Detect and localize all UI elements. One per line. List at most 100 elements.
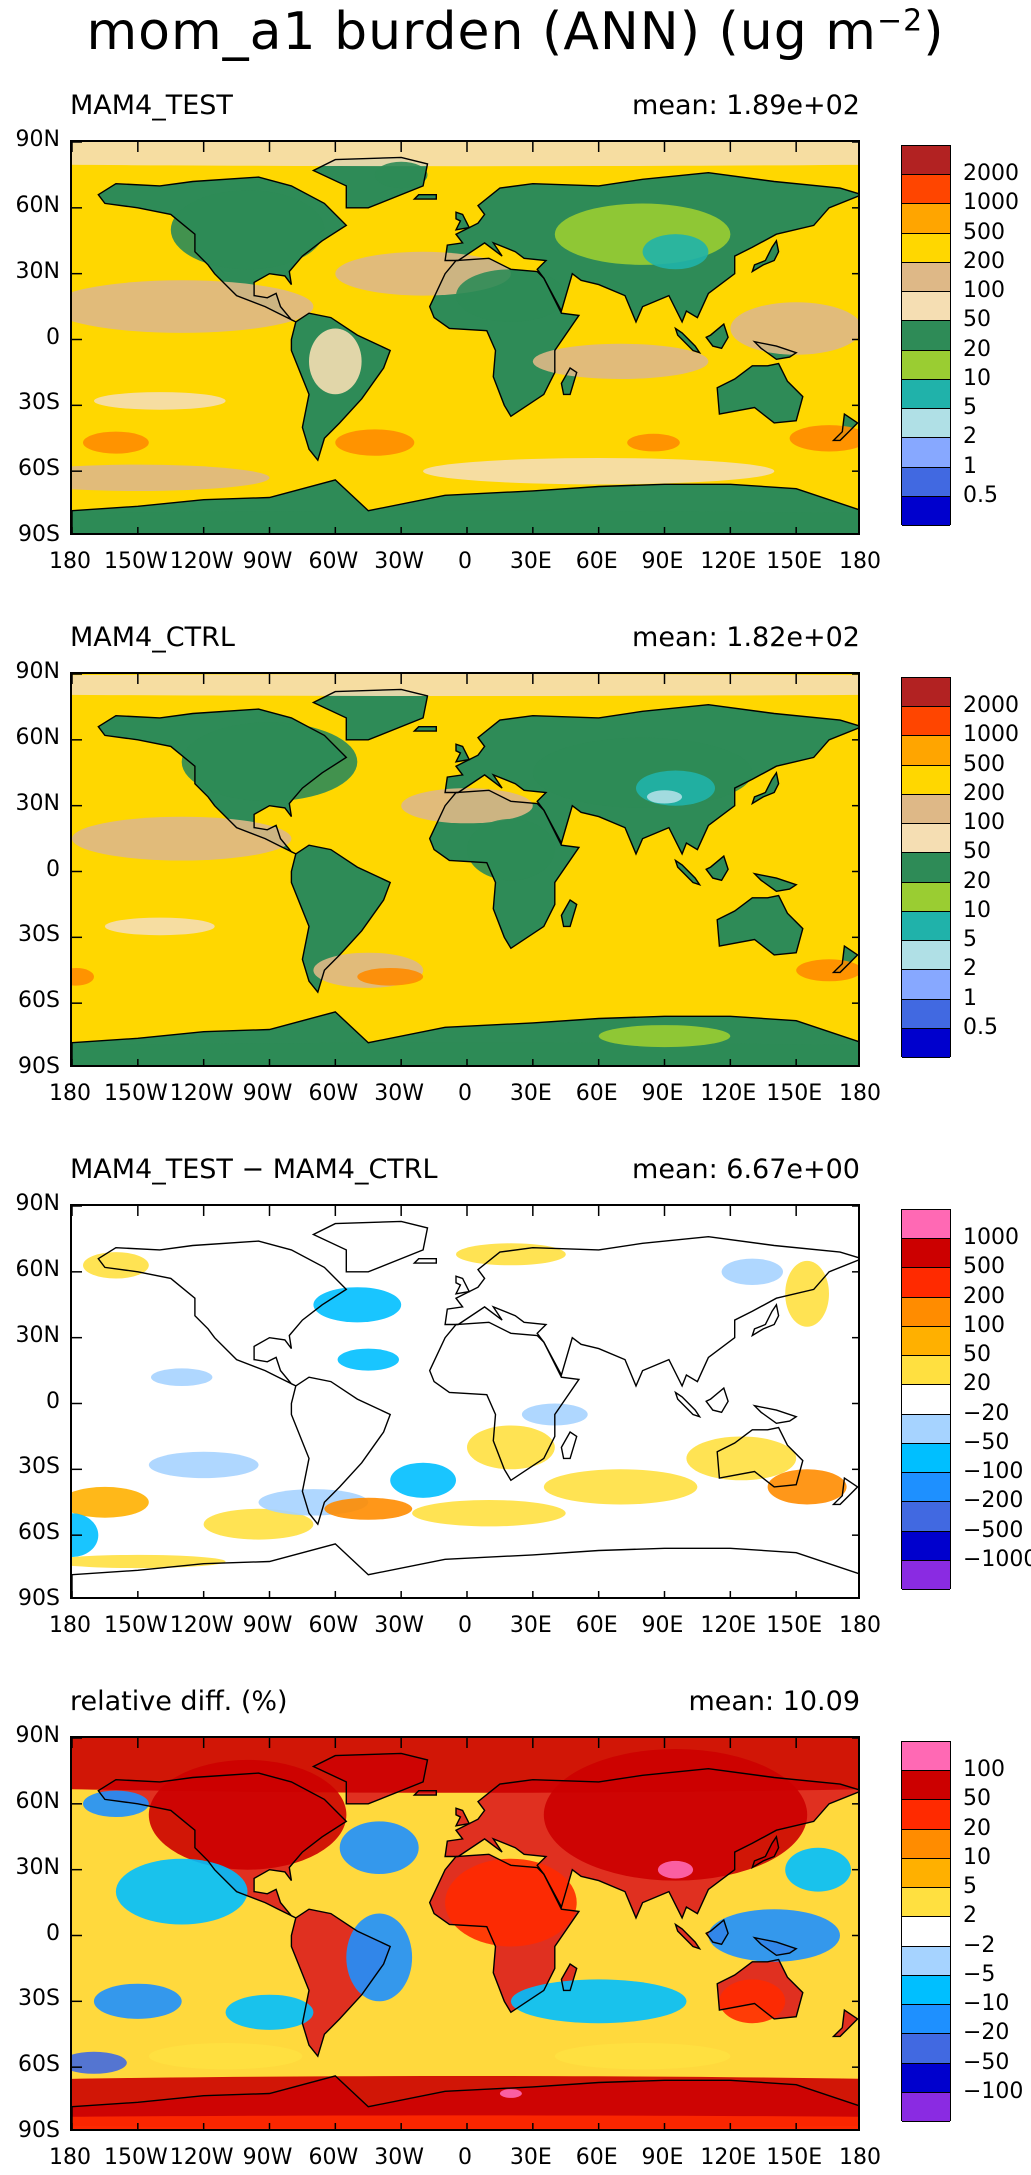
contour-region <box>554 2043 731 2070</box>
colorbar-label: −10 <box>963 1991 1010 2017</box>
lon-label: 90E <box>641 1613 684 1638</box>
lon-label: 120E <box>700 549 757 574</box>
coastline-iceland <box>412 1790 437 1796</box>
lat-label: 30S <box>18 1454 60 1480</box>
lon-label: 180 <box>49 1613 91 1638</box>
contour-region <box>412 1500 566 1527</box>
land-fill-uk <box>456 1808 470 1826</box>
colorbar-label: −1000 <box>963 1546 1031 1572</box>
coastline-africa <box>428 1321 581 1482</box>
colorbar-swatch <box>902 1502 950 1532</box>
contour-region <box>72 510 858 533</box>
colorbar-label: 10 <box>963 1844 991 1870</box>
colorbar-label: 100 <box>963 810 1005 836</box>
colorbar-label: −100 <box>963 1459 1024 1485</box>
contour-region <box>72 464 270 491</box>
colorbar-swatch <box>902 1326 950 1357</box>
colorbar-label: −5 <box>963 1961 996 1987</box>
coastline-japan <box>751 771 780 806</box>
coastline-sumatra <box>674 858 702 887</box>
coastline-africa <box>428 257 581 418</box>
colorbar-label: −2 <box>963 1932 996 1958</box>
lon-label: 90W <box>242 2145 293 2170</box>
colorbar-label: 2 <box>963 1903 977 1929</box>
contour-region <box>796 959 858 982</box>
colorbar-swatch <box>902 379 950 410</box>
land-fill-new-zealand <box>833 1478 858 1505</box>
contour-region <box>785 1260 829 1327</box>
colorbar-swatch <box>902 1771 950 1801</box>
colorbar-label: 2000 <box>963 161 1019 187</box>
land-fill-madagascar <box>561 900 577 927</box>
figure-title: mom_a1 burden (ANN) (ug m−2) <box>0 2 1031 62</box>
colorbar-swatch <box>902 1414 950 1444</box>
lon-label: 30E <box>509 1613 552 1638</box>
colorbar-swatch <box>902 1385 950 1415</box>
contour-region <box>148 2043 303 2070</box>
contour-region <box>181 722 358 802</box>
coastline-south-america <box>290 1908 392 2058</box>
colorbar-swatch <box>902 765 950 795</box>
colorbar-label: −500 <box>963 1517 1024 1543</box>
coastline-south-america <box>290 312 392 462</box>
coastline-north-america <box>97 708 348 855</box>
coastline-borneo <box>705 322 729 350</box>
colorbar-swatch <box>902 350 950 380</box>
colorbar-label: 500 <box>963 751 1005 777</box>
lon-label: 0 <box>458 2145 472 2170</box>
lat-label: 60S <box>18 1520 60 1546</box>
colorbar-label: 50 <box>963 1342 991 1368</box>
land-fill-new-zealand <box>833 946 858 973</box>
colorbar-swatch <box>902 970 950 1000</box>
colorbar-swatch <box>902 292 950 322</box>
lon-label: 60E <box>575 1081 618 1106</box>
coastline-japan <box>751 1303 780 1338</box>
contour-region <box>543 1469 698 1505</box>
colorbar-swatch <box>902 853 950 883</box>
lon-label: 120W <box>169 2145 234 2170</box>
lat-label: 30N <box>15 1322 60 1348</box>
coastline-greenland <box>311 156 429 209</box>
colorbar-swatch <box>902 321 950 351</box>
coastline-uk <box>454 1807 471 1827</box>
coastline-sumatra <box>674 326 702 355</box>
contour-region <box>115 1858 248 1925</box>
panel-mean: mean: 6.67e+00 <box>632 1154 860 1185</box>
colorbar-label: 2 <box>963 956 977 982</box>
coastline-antarctica <box>72 1543 858 1597</box>
figure-title-close: ) <box>923 2 945 62</box>
contour-region <box>543 1749 808 1881</box>
colorbar-swatch <box>902 146 950 176</box>
coastline-sumatra <box>674 1922 702 1951</box>
panel-title: MAM4_TEST − MAM4_CTRL <box>70 1154 438 1185</box>
colorbar-swatch <box>902 1443 950 1474</box>
coastline-eurasia <box>444 1235 858 1388</box>
land-fill-uk <box>456 744 470 762</box>
contour-region <box>627 433 680 452</box>
lon-label: 180 <box>49 2145 91 2170</box>
colorbar-swatch <box>902 882 950 912</box>
contour-region <box>642 234 709 270</box>
lon-label: 60W <box>308 1081 359 1106</box>
colorbar-label: −200 <box>963 1488 1024 1514</box>
coastline-antarctica <box>72 2075 858 2129</box>
lat-label: 90N <box>15 659 60 684</box>
lon-label: 0 <box>458 1613 472 1638</box>
land-fill-australia <box>717 363 803 423</box>
colorbar-label: 2 <box>963 424 977 450</box>
lat-label: 90N <box>15 1723 60 1748</box>
contour-region <box>72 968 94 986</box>
contour-region <box>510 1979 687 2024</box>
coastline-iceland <box>412 1258 437 1264</box>
colorbar-label: 100 <box>963 1312 1005 1338</box>
colorbar-label: 50 <box>963 307 991 333</box>
lon-label: 150W <box>103 549 168 574</box>
colorbar <box>901 1209 951 1590</box>
lat-label: 30S <box>18 1986 60 2012</box>
coastline-new-guinea <box>752 340 798 361</box>
lon-label: 120E <box>700 2145 757 2170</box>
contour-region <box>72 1513 99 1558</box>
coastline-iceland <box>412 194 437 200</box>
lat-label: 0 <box>46 1388 60 1414</box>
lat-label: 90N <box>15 1191 60 1216</box>
